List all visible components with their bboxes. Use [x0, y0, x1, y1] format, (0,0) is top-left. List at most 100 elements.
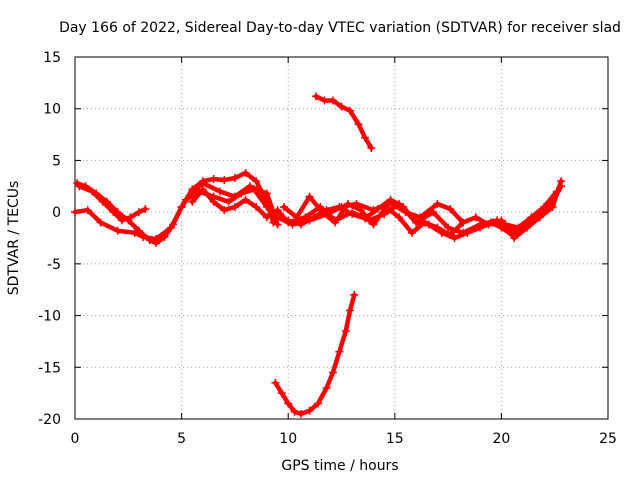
data-point: [296, 409, 305, 418]
y-tick-label: 0: [52, 205, 61, 221]
data-point: [311, 92, 320, 101]
y-tick-label: -5: [47, 257, 61, 273]
data-point: [367, 144, 376, 153]
data-point: [471, 213, 480, 222]
data-point: [322, 206, 331, 215]
data-point: [412, 218, 421, 227]
data-point: [181, 195, 190, 204]
x-tick-label: 10: [279, 431, 297, 447]
plot-frame: [74, 56, 609, 420]
data-point: [309, 213, 318, 222]
data-point: [354, 120, 363, 129]
data-point: [75, 182, 84, 191]
data-point: [463, 228, 472, 237]
data-point: [486, 218, 495, 227]
data-point: [224, 197, 233, 206]
data-point: [252, 177, 261, 186]
data-point: [237, 189, 246, 198]
data-point: [262, 189, 271, 198]
y-tick-label: -10: [38, 309, 61, 325]
data-point: [139, 232, 148, 241]
series-arc-g: [284, 187, 561, 242]
data-point: [305, 406, 314, 415]
data-point: [450, 234, 459, 242]
data-point: [188, 197, 197, 206]
data-point: [273, 213, 282, 222]
data-point: [346, 306, 355, 315]
data-point: [88, 187, 97, 196]
data-point: [433, 199, 442, 208]
data-point: [273, 206, 282, 215]
x-axis-label: GPS time / hours: [281, 458, 398, 474]
data-point: [250, 185, 259, 194]
data-point: [262, 202, 271, 211]
data-point: [134, 208, 143, 217]
series-arc-j: [271, 290, 359, 418]
series-trace: [488, 184, 564, 238]
data-point: [126, 213, 135, 222]
data-point: [130, 228, 139, 237]
data-point: [548, 197, 557, 206]
data-point: [209, 197, 218, 206]
data-point: [328, 368, 337, 377]
data-point: [341, 327, 350, 336]
y-tick-label: -15: [38, 360, 61, 376]
data-point: [337, 102, 346, 111]
chart-title: Day 166 of 2022, Sidereal Day-to-day VTE…: [59, 20, 621, 36]
data-point: [71, 208, 79, 217]
data-point: [292, 213, 301, 222]
data-point: [177, 202, 186, 211]
data-point: [230, 174, 239, 183]
data-point: [241, 168, 250, 177]
data-point: [277, 389, 286, 398]
data-point: [444, 223, 453, 232]
y-tick-label: -20: [38, 412, 61, 428]
data-point: [198, 185, 207, 194]
data-point: [96, 218, 105, 227]
data-point: [360, 214, 369, 223]
y-axis-label: SDTVAR / TECUs: [6, 181, 22, 296]
data-point: [335, 347, 344, 356]
data-point: [241, 195, 250, 204]
data-point: [83, 206, 92, 215]
data-point: [215, 187, 224, 196]
data-point: [343, 199, 352, 208]
series-arc-b: [75, 182, 150, 225]
data-point: [109, 208, 118, 217]
data-point: [113, 226, 122, 235]
data-point: [271, 378, 280, 387]
data-point: [369, 220, 378, 229]
data-point: [290, 407, 299, 416]
data-point: [322, 383, 331, 392]
data-point: [209, 175, 218, 184]
data-point: [518, 223, 527, 232]
data-point: [220, 206, 229, 215]
data-point: [220, 176, 229, 185]
series-trace: [285, 189, 560, 241]
data-point: [356, 206, 365, 215]
data-point: [429, 208, 438, 217]
data-point: [476, 223, 485, 232]
series-arc-h: [486, 182, 566, 239]
series-trace: [77, 184, 148, 223]
x-tick-label: 0: [71, 431, 80, 447]
data-point: [284, 399, 293, 408]
data-point: [335, 202, 344, 211]
x-tick-label: 5: [177, 431, 186, 447]
series-arc-i: [311, 92, 376, 153]
data-point: [320, 96, 329, 105]
x-tick-label: 20: [492, 431, 510, 447]
data-point: [373, 205, 382, 214]
data-point: [446, 205, 455, 214]
data-point: [508, 230, 517, 239]
data-point: [331, 218, 340, 227]
data-layer: [71, 92, 566, 418]
data-point: [501, 220, 510, 229]
data-point: [399, 202, 408, 211]
data-point: [98, 197, 107, 206]
x-tick-label: 15: [386, 431, 404, 447]
data-point: [529, 216, 538, 225]
data-point: [305, 192, 314, 201]
